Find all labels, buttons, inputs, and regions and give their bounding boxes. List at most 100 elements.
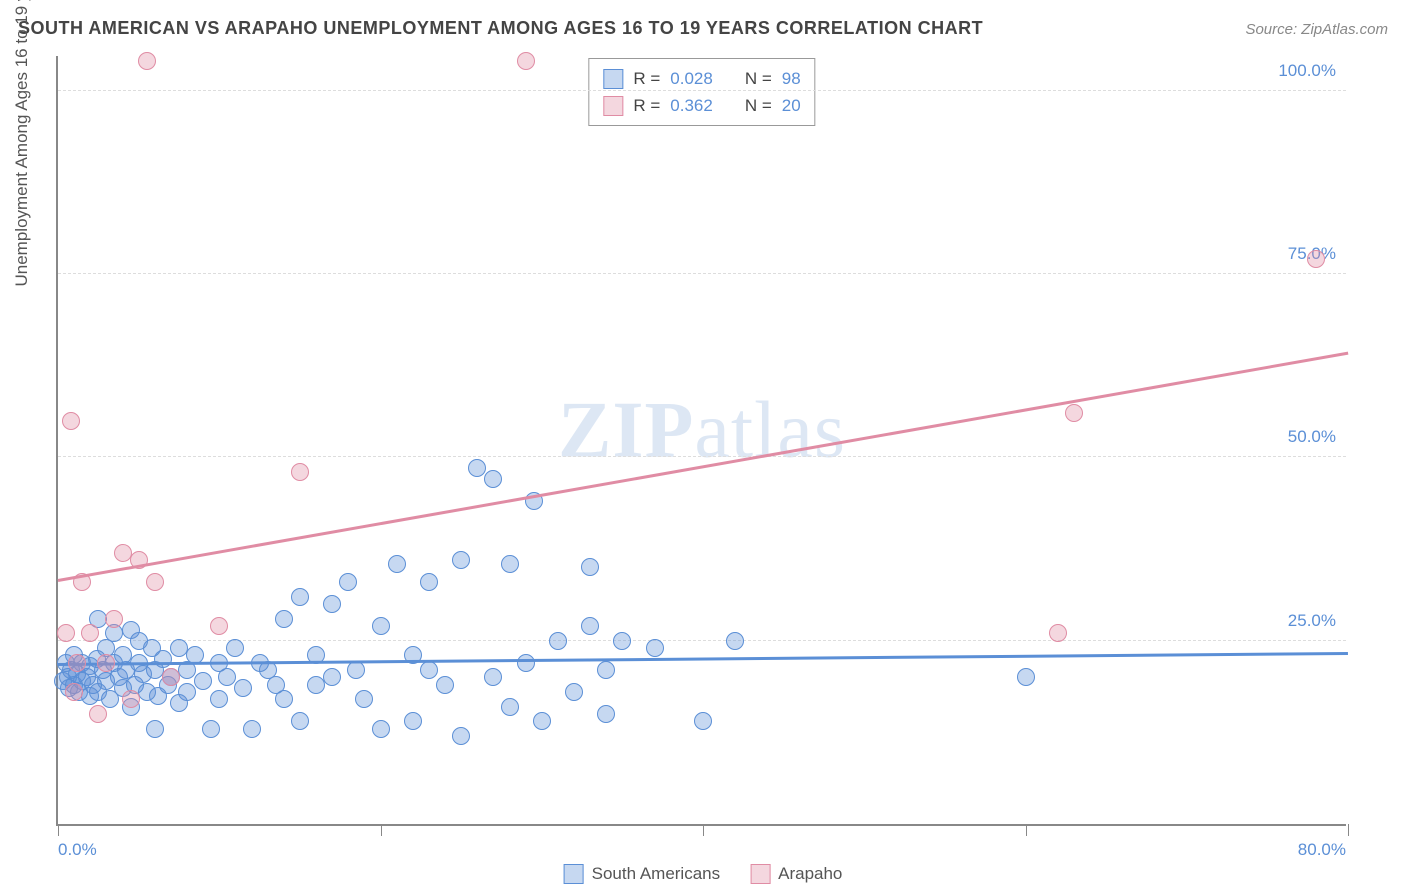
data-point	[565, 683, 583, 701]
data-point	[484, 470, 502, 488]
data-point	[436, 676, 454, 694]
legend-swatch	[564, 864, 584, 884]
data-point	[178, 683, 196, 701]
data-point	[226, 639, 244, 657]
data-point	[89, 705, 107, 723]
data-point	[138, 52, 156, 70]
data-point	[291, 712, 309, 730]
legend-series-item: South Americans	[564, 864, 721, 884]
data-point	[355, 690, 373, 708]
data-point	[57, 624, 75, 642]
data-point	[339, 573, 357, 591]
data-point	[372, 720, 390, 738]
data-point	[484, 668, 502, 686]
n-value: 20	[782, 92, 801, 119]
data-point	[291, 463, 309, 481]
data-point	[404, 712, 422, 730]
scatter-plot-area: ZIPatlas R = 0.028 N = 98 R = 0.362 N = 20 25.0…	[56, 56, 1346, 826]
data-point	[81, 624, 99, 642]
data-point	[210, 617, 228, 635]
data-point	[146, 720, 164, 738]
watermark: ZIPatlas	[558, 385, 846, 476]
data-point	[146, 573, 164, 591]
legend-swatch	[603, 69, 623, 89]
data-point	[194, 672, 212, 690]
data-point	[323, 668, 341, 686]
data-point	[323, 595, 341, 613]
r-label: R =	[633, 65, 660, 92]
data-point	[65, 683, 83, 701]
data-point	[62, 412, 80, 430]
x-tick	[1348, 824, 1349, 836]
data-point	[581, 558, 599, 576]
data-point	[581, 617, 599, 635]
data-point	[97, 654, 115, 672]
data-point	[420, 661, 438, 679]
legend-series-label: South Americans	[592, 864, 721, 884]
data-point	[243, 720, 261, 738]
trendline	[58, 352, 1349, 582]
data-point	[501, 698, 519, 716]
data-point	[202, 720, 220, 738]
gridline	[58, 273, 1346, 274]
legend-series-label: Arapaho	[778, 864, 842, 884]
data-point	[613, 632, 631, 650]
r-value: 0.362	[670, 92, 713, 119]
data-point	[275, 690, 293, 708]
data-point	[1065, 404, 1083, 422]
data-point	[517, 52, 535, 70]
legend-swatch	[750, 864, 770, 884]
n-value: 98	[782, 65, 801, 92]
y-tick-label: 25.0%	[1288, 611, 1336, 631]
data-point	[154, 650, 172, 668]
data-point	[533, 712, 551, 730]
x-tick-label: 80.0%	[1298, 840, 1346, 860]
y-axis-title: Unemployment Among Ages 16 to 19 years	[12, 0, 32, 287]
x-tick	[1026, 824, 1027, 836]
data-point	[372, 617, 390, 635]
data-point	[68, 654, 86, 672]
data-point	[597, 661, 615, 679]
data-point	[388, 555, 406, 573]
legend-series-item: Arapaho	[750, 864, 842, 884]
chart-title: SOUTH AMERICAN VS ARAPAHO UNEMPLOYMENT A…	[18, 18, 983, 39]
gridline	[58, 640, 1346, 641]
data-point	[347, 661, 365, 679]
source-attribution: Source: ZipAtlas.com	[1245, 21, 1388, 38]
gridline	[58, 90, 1346, 91]
series-legend: South Americans Arapaho	[564, 864, 843, 884]
data-point	[162, 668, 180, 686]
data-point	[210, 690, 228, 708]
r-value: 0.028	[670, 65, 713, 92]
data-point	[452, 551, 470, 569]
legend-stats-row: R = 0.028 N = 98	[603, 65, 800, 92]
data-point	[646, 639, 664, 657]
data-point	[291, 588, 309, 606]
data-point	[122, 690, 140, 708]
data-point	[1307, 250, 1325, 268]
correlation-legend: R = 0.028 N = 98 R = 0.362 N = 20	[588, 58, 815, 126]
r-label: R =	[633, 92, 660, 119]
n-label: N =	[745, 65, 772, 92]
x-tick	[703, 824, 704, 836]
data-point	[468, 459, 486, 477]
data-point	[218, 668, 236, 686]
y-tick-label: 50.0%	[1288, 427, 1336, 447]
data-point	[517, 654, 535, 672]
data-point	[597, 705, 615, 723]
y-tick-label: 100.0%	[1278, 61, 1336, 81]
data-point	[234, 679, 252, 697]
x-tick	[58, 824, 59, 836]
x-tick	[381, 824, 382, 836]
data-point	[726, 632, 744, 650]
gridline	[58, 456, 1346, 457]
legend-swatch	[603, 96, 623, 116]
x-tick-label: 0.0%	[58, 840, 97, 860]
data-point	[105, 610, 123, 628]
data-point	[420, 573, 438, 591]
n-label: N =	[745, 92, 772, 119]
data-point	[501, 555, 519, 573]
data-point	[1049, 624, 1067, 642]
data-point	[452, 727, 470, 745]
data-point	[1017, 668, 1035, 686]
